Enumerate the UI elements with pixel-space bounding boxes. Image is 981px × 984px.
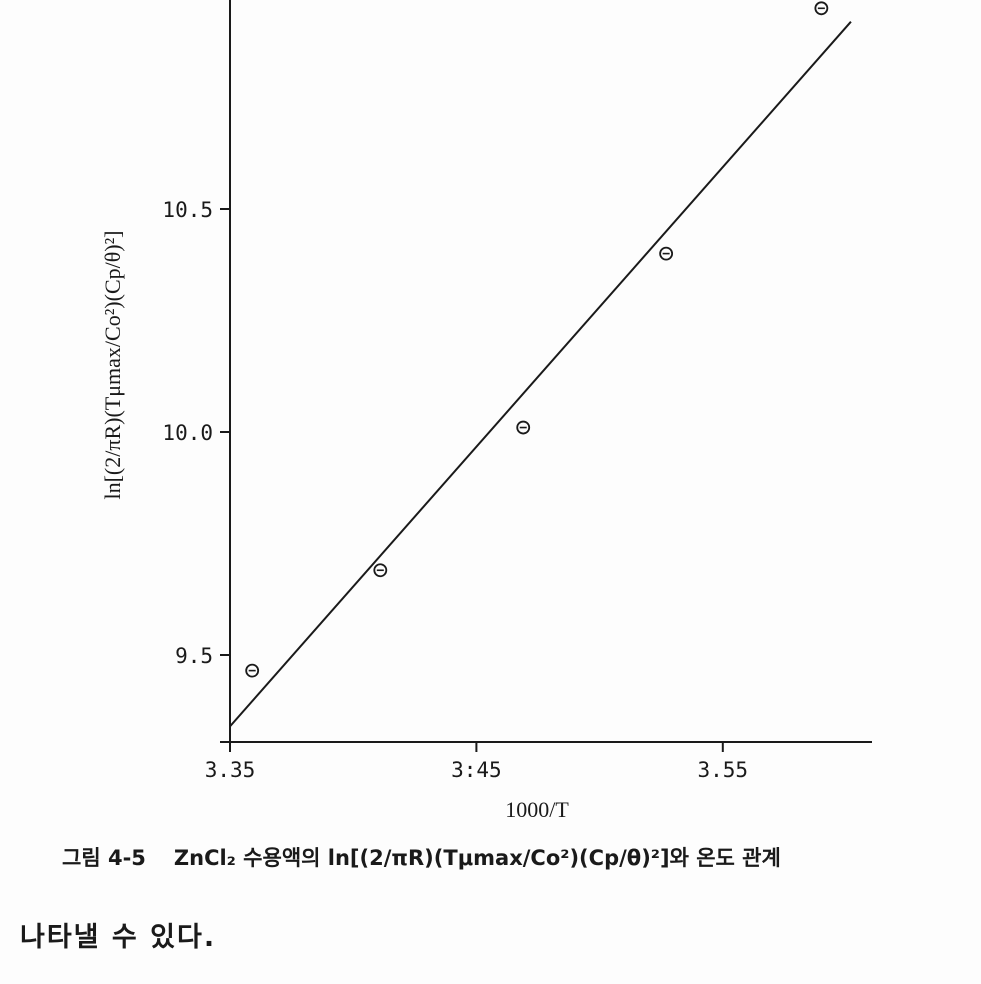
data-point xyxy=(814,1,829,16)
y-axis-label: ln[(2/πR)(Tμmax/Co²)(Cp/θ)²] xyxy=(100,230,125,499)
y-tick-label: 10.5 xyxy=(162,198,213,222)
data-point-circle xyxy=(245,663,260,678)
figure-caption: 그림 4-5 ZnCl₂ 수용액의 ln[(2/πR)(Tμmax/Co²)(Cp… xyxy=(62,842,781,872)
fit-line xyxy=(229,21,852,728)
data-point xyxy=(516,420,531,435)
data-points xyxy=(245,1,829,678)
x-tick-label: 3:45 xyxy=(451,758,502,782)
data-point xyxy=(245,663,260,678)
x-tick-label: 3.55 xyxy=(698,758,749,782)
data-point xyxy=(373,563,388,578)
x-tick-label: 3.35 xyxy=(205,758,256,782)
data-point xyxy=(659,246,674,261)
x-axis-label: 1000/T xyxy=(505,797,569,822)
y-tick-label: 10.0 xyxy=(162,421,213,445)
data-point-circle xyxy=(659,246,674,261)
y-ticks: 9.510.010.511.0 xyxy=(162,198,230,668)
data-point-circle xyxy=(516,420,531,435)
figure-number: 그림 4-5 xyxy=(62,846,146,870)
y-tick-label: 9.5 xyxy=(175,644,213,668)
body-text: 나타낼 수 있다. xyxy=(20,922,217,953)
x-ticks: 3.35 3:45 3.55 xyxy=(205,742,748,782)
data-point-circle xyxy=(373,563,388,578)
data-point-circle xyxy=(814,1,829,16)
figure-caption-text: ZnCl₂ 수용액의 ln[(2/πR)(Tμmax/Co²)(Cp/θ)²]와… xyxy=(173,846,781,870)
